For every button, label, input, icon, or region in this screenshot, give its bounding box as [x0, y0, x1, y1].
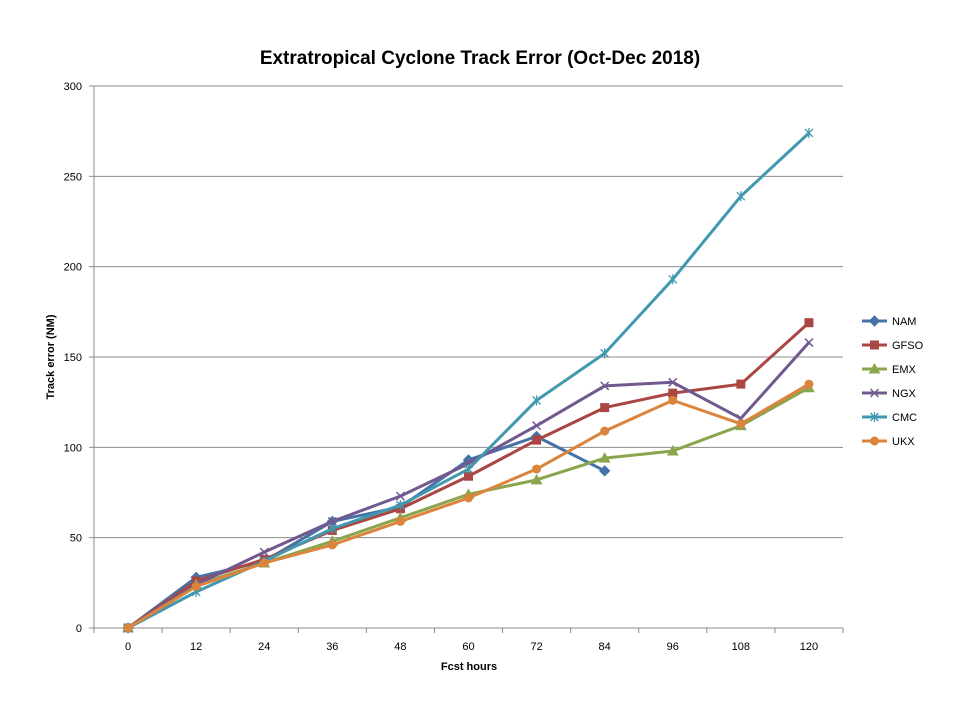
- x-tick-label: 108: [732, 641, 750, 653]
- data-point-cmc: [395, 500, 405, 511]
- data-point-ukx: [600, 426, 610, 436]
- data-point-gfso: [600, 403, 610, 413]
- data-point-cmc: [327, 523, 337, 534]
- data-point-nam: [598, 465, 611, 477]
- data-point-ukx: [191, 581, 201, 591]
- data-point-ukx: [464, 493, 473, 503]
- data-point-cmc: [600, 348, 610, 359]
- y-tick-label: 50: [70, 533, 82, 545]
- series-line-ukx: [127, 382, 810, 630]
- legend-item-gfso: GFSO: [862, 340, 924, 352]
- data-point-ngx: [532, 421, 542, 431]
- data-point-ngx: [668, 377, 678, 387]
- legend-marker-cmc: [870, 412, 879, 422]
- series-line-cmc: [127, 131, 810, 630]
- x-tick-label: 48: [394, 641, 406, 653]
- legend-marker-ukx: [870, 436, 879, 446]
- x-tick-label: 84: [599, 641, 611, 653]
- data-point-gfso: [804, 318, 814, 328]
- legend: NAM GFSO EMX NGX CMC UKX: [862, 315, 924, 448]
- data-point-ngx: [804, 338, 814, 348]
- legend-item-cmc: CMC: [862, 412, 917, 424]
- legend-label-ngx: NGX: [892, 388, 917, 400]
- legend-marker-nam: [868, 315, 881, 327]
- chart-title: Extratropical Cyclone Track Error (Oct-D…: [260, 48, 700, 69]
- x-tick-label: 72: [530, 641, 542, 653]
- data-point-emx: [530, 473, 543, 485]
- series-line-ngx: [127, 341, 811, 630]
- data-point-ukx: [123, 623, 133, 633]
- data-point-ukx: [532, 464, 542, 474]
- legend-label-gfso: GFSO: [892, 340, 924, 352]
- x-axis-label: Fcst hours: [441, 661, 497, 673]
- y-tick-label: 150: [64, 352, 82, 364]
- y-tick-label: 100: [64, 442, 82, 454]
- legend-item-emx: EMX: [862, 362, 917, 376]
- legend-label-cmc: CMC: [892, 412, 917, 424]
- series-line-nam: [127, 434, 606, 630]
- data-point-ngx: [395, 491, 405, 501]
- legend-item-ngx: NGX: [862, 388, 917, 400]
- data-point-ukx: [736, 419, 746, 429]
- data-point-gfso: [736, 379, 746, 389]
- data-point-cmc: [736, 191, 746, 202]
- y-tick-label: 0: [76, 623, 82, 635]
- axes: 0 50 100 150 200 250 300 0 12 24 36 48 60 72 84 96 108 12…: [64, 81, 844, 653]
- legend-item-nam: NAM: [862, 315, 916, 328]
- x-tick-label: 36: [326, 641, 338, 653]
- legend-item-ukx: UKX: [862, 436, 915, 448]
- x-tick-label: 60: [462, 641, 474, 653]
- y-tick-label: 200: [64, 262, 82, 274]
- legend-marker-emx: [868, 362, 881, 374]
- data-point-ukx: [395, 516, 405, 526]
- legend-marker-gfso: [870, 340, 879, 350]
- legend-label-emx: EMX: [892, 364, 917, 376]
- gridlines: [94, 85, 843, 539]
- legend-label-ukx: UKX: [892, 436, 915, 448]
- data-point-ngx: [600, 381, 610, 391]
- series-cmc: [123, 127, 814, 633]
- legend-marker-ngx: [869, 388, 880, 398]
- data-point-cmc: [804, 127, 814, 138]
- data-point-cmc: [668, 274, 678, 285]
- data-point-cmc: [532, 395, 542, 406]
- data-point-emx: [666, 444, 679, 456]
- data-point-cmc: [464, 464, 473, 475]
- legend-label-nam: NAM: [892, 316, 916, 328]
- data-point-ukx: [804, 379, 814, 389]
- data-point-ukx: [668, 395, 678, 405]
- data-point-ukx: [259, 558, 269, 568]
- x-tick-label: 120: [800, 641, 818, 653]
- series-ngx: [123, 338, 814, 633]
- series-ukx: [123, 379, 814, 633]
- data-point-emx: [598, 452, 611, 463]
- series-line-emx: [127, 386, 810, 630]
- y-axis-label: Track error (NM): [45, 314, 57, 399]
- data-point-ngx: [259, 547, 269, 557]
- data-point-gfso: [532, 435, 542, 445]
- series-lines: [122, 127, 815, 634]
- data-point-ukx: [327, 540, 337, 550]
- x-tick-label: 24: [258, 641, 270, 653]
- series-emx: [122, 381, 815, 633]
- x-tick-label: 0: [125, 641, 131, 653]
- y-tick-label: 300: [64, 81, 82, 93]
- series-gfso: [123, 318, 814, 633]
- x-tick-label: 96: [667, 641, 679, 653]
- data-point-ngx: [327, 516, 337, 526]
- x-tick-label: 12: [190, 641, 202, 653]
- y-tick-label: 250: [64, 171, 82, 183]
